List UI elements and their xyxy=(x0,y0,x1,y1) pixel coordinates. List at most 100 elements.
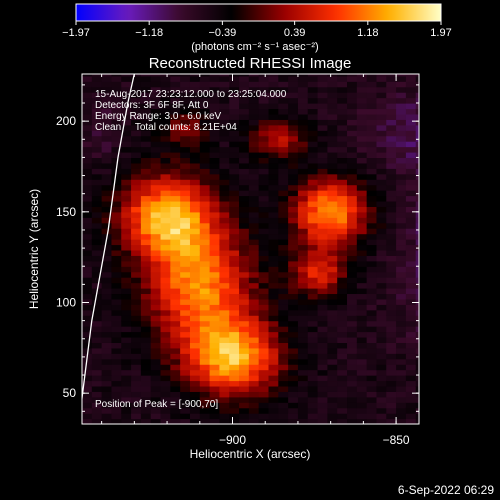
heatmap-cell xyxy=(111,86,122,93)
heatmap-cell xyxy=(347,418,358,424)
heatmap-cell xyxy=(160,418,171,424)
heatmap-cell xyxy=(258,391,270,398)
heatmap-cell xyxy=(376,211,387,218)
heatmap-cell xyxy=(376,358,387,365)
heatmap-cell xyxy=(258,119,270,126)
heatmap-cell xyxy=(91,113,103,120)
heatmap-cell xyxy=(415,92,419,99)
heatmap-cell xyxy=(366,228,378,235)
heatmap-cell xyxy=(258,81,270,88)
heatmap-cell xyxy=(268,277,279,284)
heatmap-cell xyxy=(121,407,132,414)
heatmap-cell xyxy=(337,239,348,246)
heatmap-cell xyxy=(307,124,319,131)
heatmap-cell xyxy=(170,369,181,376)
heatmap-cell xyxy=(258,244,270,251)
heatmap-cell xyxy=(248,228,260,235)
heatmap-cell xyxy=(131,157,142,164)
heatmap-cell xyxy=(268,135,279,142)
heatmap-cell xyxy=(337,407,348,414)
heatmap-cell xyxy=(199,282,211,289)
heatmap-cell xyxy=(258,239,270,246)
heatmap-cell xyxy=(278,380,289,387)
colorbar-tick-label: 1.18 xyxy=(357,27,378,39)
heatmap-cell xyxy=(405,97,417,104)
heatmap-cell xyxy=(317,244,328,251)
heatmap-cell xyxy=(101,151,113,159)
heatmap-cell xyxy=(268,81,279,88)
heatmap-cell xyxy=(189,326,201,333)
heatmap-cell xyxy=(386,320,397,327)
heatmap-cell xyxy=(239,113,250,120)
heatmap-cell xyxy=(356,162,368,169)
heatmap-cell xyxy=(327,369,338,376)
heatmap-cell xyxy=(189,315,201,322)
heatmap-cell xyxy=(307,228,319,235)
heatmap-cell xyxy=(131,309,142,316)
heatmap-cell xyxy=(150,92,162,99)
heatmap-cell xyxy=(258,293,270,300)
heatmap-cell xyxy=(219,103,230,110)
heatmap-cell xyxy=(356,135,368,142)
heatmap-cell xyxy=(150,385,162,392)
heatmap-cell xyxy=(415,293,419,300)
heatmap-cell xyxy=(258,249,270,256)
heatmap-cell xyxy=(170,200,181,207)
heatmap-cell xyxy=(268,206,279,213)
heatmap-cell xyxy=(239,195,250,202)
heatmap-cell xyxy=(121,92,132,99)
heatmap-cell xyxy=(111,353,122,360)
heatmap-cell xyxy=(229,342,240,349)
heatmap-cell xyxy=(337,347,348,354)
heatmap-cell xyxy=(337,287,348,295)
heatmap-cell xyxy=(356,146,368,153)
heatmap-cell xyxy=(396,385,407,392)
heatmap-cell xyxy=(248,211,260,218)
heatmap-cell xyxy=(189,309,201,316)
heatmap-cell xyxy=(366,141,378,148)
heatmap-cell xyxy=(189,320,201,327)
heatmap-cell xyxy=(160,282,171,289)
heatmap-cell xyxy=(317,402,328,409)
heatmap-cell xyxy=(150,277,162,284)
heatmap-cell xyxy=(248,249,260,256)
heatmap-cell xyxy=(258,108,270,115)
heatmap-cell xyxy=(415,108,419,115)
heatmap-cell xyxy=(278,282,289,289)
heatmap-cell xyxy=(170,75,181,82)
heatmap-cell xyxy=(356,74,368,77)
heatmap-cell xyxy=(396,179,407,186)
heatmap-cell xyxy=(297,353,309,360)
heatmap-cell xyxy=(140,342,152,349)
heatmap-cell xyxy=(327,277,338,284)
heatmap-cell xyxy=(180,190,191,197)
heatmap-cell xyxy=(415,336,419,343)
heatmap-cell xyxy=(386,200,397,207)
heatmap-cell xyxy=(170,233,181,240)
heatmap-cell xyxy=(209,413,221,420)
heatmap-cell xyxy=(82,255,93,262)
heatmap-cell xyxy=(219,124,230,131)
heatmap-cell xyxy=(170,342,181,349)
heatmap-cell xyxy=(170,184,181,191)
heatmap-cell xyxy=(101,342,113,349)
heatmap-cell xyxy=(229,168,240,175)
heatmap-cell xyxy=(278,293,289,300)
heatmap-cell xyxy=(140,124,152,131)
heatmap-cell xyxy=(396,298,407,305)
heatmap-cell xyxy=(337,375,348,382)
heatmap-cell xyxy=(209,364,221,371)
heatmap-cell xyxy=(337,385,348,392)
heatmap-cell xyxy=(91,249,103,256)
heatmap-cell xyxy=(297,391,309,398)
heatmap-cell xyxy=(180,244,191,251)
heatmap-cell xyxy=(288,239,299,246)
heatmap-cell xyxy=(160,413,171,420)
heatmap-cell xyxy=(278,396,289,403)
heatmap-cell xyxy=(239,151,250,159)
heatmap-cell xyxy=(376,282,387,289)
heatmap-cell xyxy=(121,375,132,382)
heatmap-cell xyxy=(111,184,122,191)
heatmap-cell xyxy=(121,260,132,267)
heatmap-cell xyxy=(405,173,417,180)
